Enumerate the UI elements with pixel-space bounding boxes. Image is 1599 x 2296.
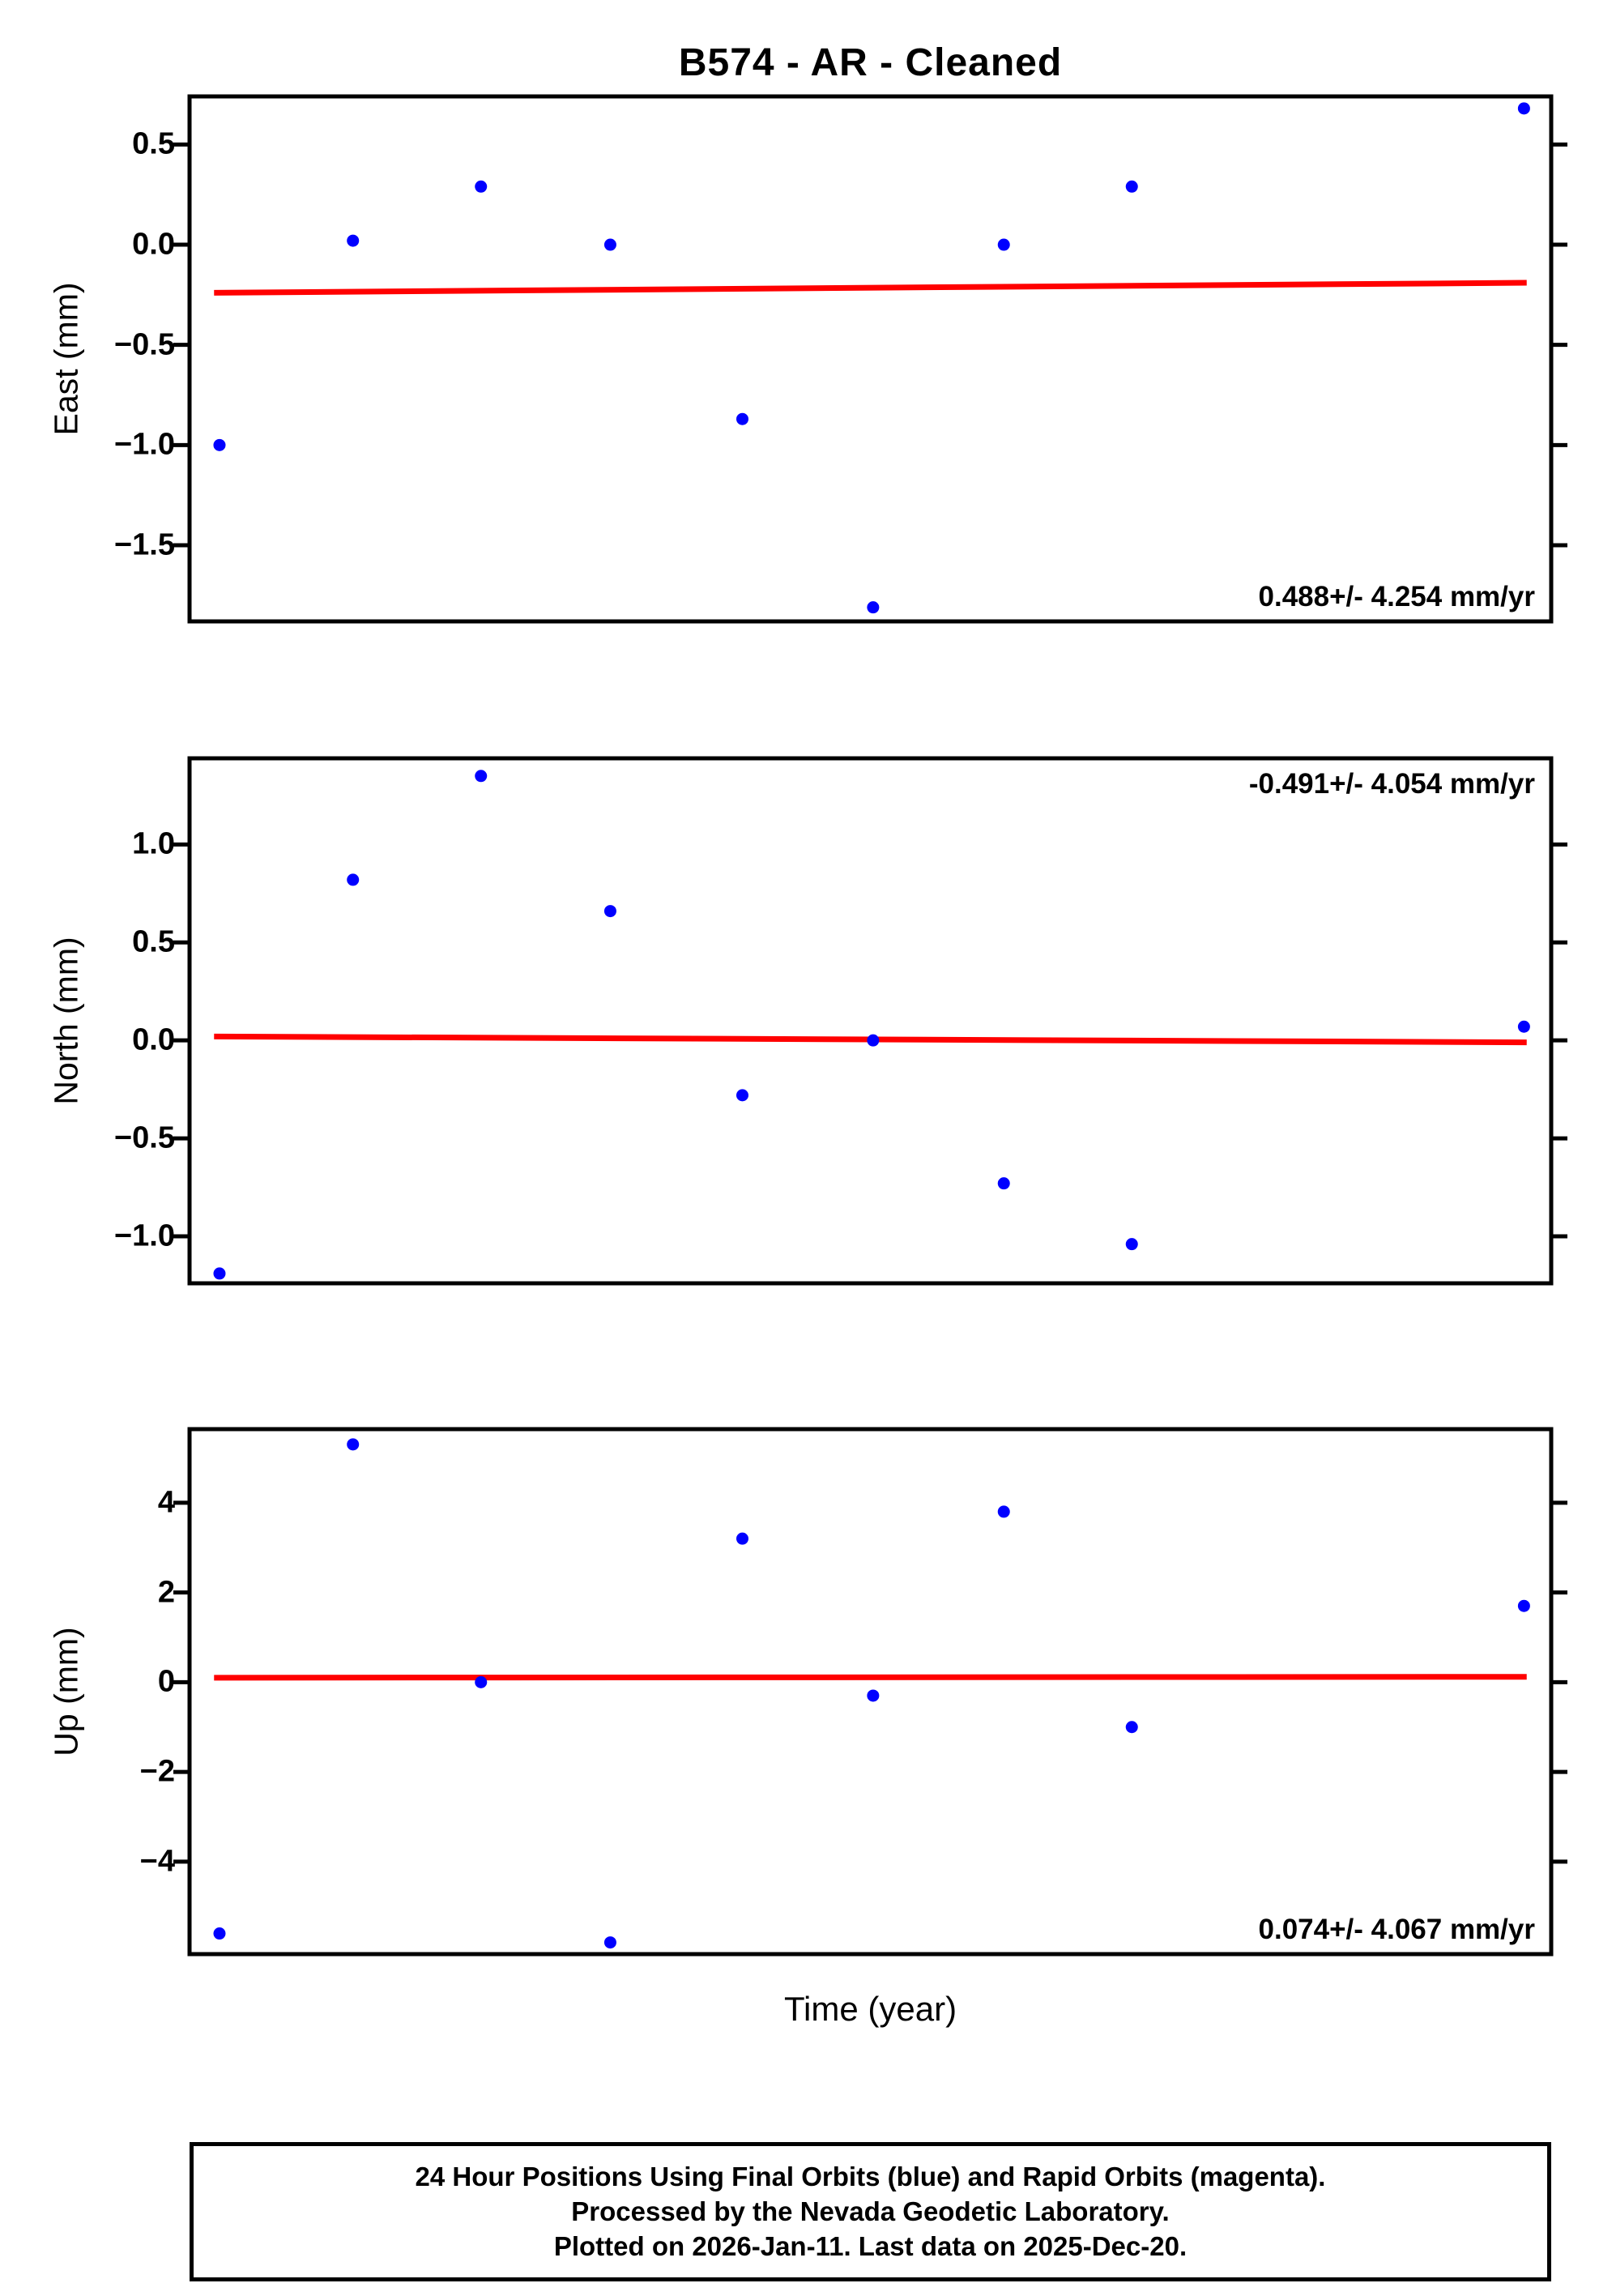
east-axis-label: East (mm) <box>47 282 85 436</box>
data-point <box>213 438 226 451</box>
up-rate-annotation: 0.074+/- 4.067 mm/yr <box>1258 1914 1536 1945</box>
x-axis-label: Time (year) <box>783 1990 957 2028</box>
data-point <box>603 905 616 918</box>
data-point <box>736 1532 748 1545</box>
y-tick-label: −1.0 <box>113 1218 175 1253</box>
footer-line-orbits: 24 Hour Positions Using Final Orbits (bl… <box>415 2162 1326 2191</box>
y-tick-label: −1.0 <box>113 427 175 462</box>
plot-title: B574 - AR - Cleaned <box>678 41 1063 84</box>
data-point <box>603 1936 616 1949</box>
data-point <box>997 1505 1010 1518</box>
y-tick-label: −1.5 <box>113 527 175 562</box>
y-tick-label: 0.0 <box>132 227 175 262</box>
y-tick-label: 0.5 <box>132 126 175 161</box>
y-tick-label: 4 <box>157 1485 175 1520</box>
data-point <box>1125 1238 1138 1251</box>
data-point <box>475 180 488 193</box>
data-point <box>997 1177 1010 1190</box>
y-tick-label: 2 <box>157 1575 175 1610</box>
data-point <box>347 234 360 247</box>
data-point <box>736 412 748 425</box>
y-tick-label: −0.5 <box>113 327 175 362</box>
y-tick-label: −0.5 <box>113 1120 175 1155</box>
data-point <box>867 1034 880 1047</box>
data-point <box>997 238 1010 251</box>
up-axis-label: Up (mm) <box>47 1627 85 1756</box>
y-tick-label: 1.0 <box>132 826 175 861</box>
data-point <box>1517 1020 1530 1033</box>
north-plot-area <box>173 756 1567 1286</box>
north-panel: North (mm) -0.491+/- 4.054 mm/yr 1.0 0.5 0… <box>48 756 1567 1286</box>
data-point <box>347 1438 360 1451</box>
plot-frame <box>187 756 1554 1286</box>
up-plot-area <box>173 1427 1567 1957</box>
plot-frame <box>187 94 1554 624</box>
data-point <box>1125 180 1138 193</box>
data-point <box>1517 102 1530 115</box>
footer-box: 24 Hour Positions Using Final Orbits (bl… <box>190 2142 1551 2281</box>
east-plot-area <box>173 94 1567 624</box>
north-axis-label: North (mm) <box>47 937 85 1105</box>
data-point <box>736 1089 748 1102</box>
east-rate-annotation: 0.488+/- 4.254 mm/yr <box>1258 581 1536 612</box>
east-panel: East (mm) 0.488+/- 4.254 mm/yr 0.5 0.0 −0.… <box>48 94 1567 624</box>
data-point <box>867 601 880 614</box>
up-panel: Up (mm) 0.074+/- 4.067 mm/yr 4 2 0 −2 −4 <box>48 1427 1567 1957</box>
y-tick-label: 0.5 <box>132 924 175 959</box>
y-tick-label: −4 <box>139 1844 175 1879</box>
data-point <box>213 1927 226 1940</box>
data-point <box>867 1689 880 1702</box>
data-point <box>1125 1721 1138 1734</box>
trend-line <box>214 280 1527 296</box>
footer-line-dates: Plotted on 2026-Jan-11. Last data on 202… <box>553 2231 1188 2261</box>
data-point <box>475 1675 488 1688</box>
footer-line-lab: Processed by the Nevada Geodetic Laborat… <box>571 2196 1170 2226</box>
data-point <box>347 873 360 886</box>
data-point <box>213 1267 226 1280</box>
y-tick-label: −2 <box>139 1754 175 1789</box>
trend-line <box>214 1674 1527 1681</box>
data-point <box>603 238 616 251</box>
north-rate-annotation: -0.491+/- 4.054 mm/yr <box>1248 768 1535 800</box>
y-tick-label: 0.0 <box>132 1022 175 1057</box>
data-point <box>1517 1599 1530 1612</box>
y-tick-label: 0 <box>157 1664 175 1699</box>
plot-frame <box>187 1427 1554 1957</box>
data-point <box>475 770 488 783</box>
